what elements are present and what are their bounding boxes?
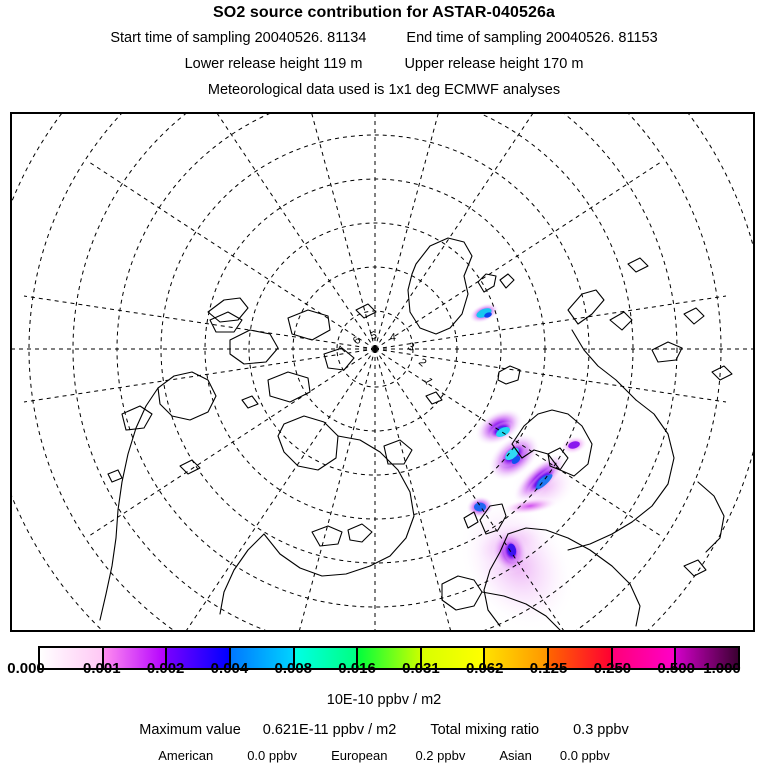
plume-blob-south xyxy=(491,530,529,574)
pole-label-4: 4 xyxy=(389,332,396,344)
colorbar-tick-6: 0.031 xyxy=(402,660,440,677)
pole-label-7: 7 xyxy=(336,344,349,355)
pole-label-6: 6 xyxy=(351,334,364,347)
colorbar-segment-0 xyxy=(40,648,102,668)
asian-value: 0.0 ppbv xyxy=(559,748,610,763)
maximum-value: 0.621E-11 ppbv / m2 xyxy=(262,722,397,738)
page-title: SO2 source contribution for ASTAR-040526… xyxy=(213,4,555,21)
colorbar-tick-2: 0.002 xyxy=(146,660,185,677)
american-label: American xyxy=(158,748,214,763)
sampling-time-row: Start time of sampling 20040526. 81134 En… xyxy=(0,30,768,46)
colorbar-segment-6 xyxy=(419,648,484,668)
graticule xyxy=(12,114,753,630)
release-height-row: Lower release height 119 m Upper release … xyxy=(0,56,768,72)
summary-row-primary: Maximum value 0.621E-11 ppbv / m2 Total … xyxy=(0,722,768,738)
colorbar-tick-4: 0.008 xyxy=(274,660,313,677)
plume-lobe-northwest xyxy=(474,408,524,446)
summary-row-regions: American 0.0 ppbv European 0.2 ppbv Asia… xyxy=(0,748,768,763)
colorbar xyxy=(38,646,740,670)
plume-tail-southeast xyxy=(513,453,567,503)
pole-label-3: 3 xyxy=(406,341,416,354)
start-time-label: Start time of sampling 20040526. 81134 xyxy=(110,30,367,46)
pole-label-1: 1 xyxy=(421,376,434,387)
colorbar-tick-3: 0.004 xyxy=(210,660,249,677)
european-value: 0.2 ppbv xyxy=(415,748,466,763)
colorbar-tick-11: 1.000 xyxy=(703,660,741,677)
colorbar-segment-1 xyxy=(101,648,166,668)
american-value: 0.0 ppbv xyxy=(247,748,298,763)
colorbar-segment-4 xyxy=(292,648,357,668)
colorbar-segment-9 xyxy=(610,648,675,668)
european-label: European xyxy=(331,748,388,763)
pole-meridian-labels: 7 6 5 4 3 2 1 xyxy=(336,329,435,386)
colorbar-tick-5: 0.016 xyxy=(338,660,376,677)
meteorological-data-label: Meteorological data used is 1x1 deg ECMW… xyxy=(207,82,561,98)
colorbar-segment-8 xyxy=(547,648,611,668)
pole-label-2: 2 xyxy=(416,356,429,369)
pole-label-5: 5 xyxy=(369,329,379,342)
colorbar-segment-10 xyxy=(674,648,739,668)
colorbar-tick-9: 0.250 xyxy=(593,660,632,677)
colorbar-tick-10: 0.500 xyxy=(657,660,695,677)
colorbar-tick-8: 0.125 xyxy=(529,660,568,677)
plume-streak-mid xyxy=(502,497,558,515)
plume-core-main xyxy=(487,432,541,482)
asian-label: Asian xyxy=(499,748,532,763)
colorbar-segment-5 xyxy=(356,648,420,668)
colorbar-tick-labels: 0.000 0.001 0.002 0.004 0.008 0.016 0.031 0.062… xyxy=(0,660,768,678)
plume-spot-east xyxy=(560,435,588,455)
colorbar-gradient-strip xyxy=(38,646,740,670)
plume-field xyxy=(458,302,588,630)
map-canvas: 7 6 5 4 3 2 1 xyxy=(12,114,753,630)
colorbar-tick-0: 0.000 xyxy=(7,660,45,677)
colorbar-units-label: 10E-10 ppbv / m2 xyxy=(326,692,442,708)
lower-release-height-label: Lower release height 119 m xyxy=(184,56,363,72)
map-panel: 7 6 5 4 3 2 1 xyxy=(10,112,755,632)
total-mixing-ratio-label: Total mixing ratio xyxy=(430,722,540,738)
plume-spot-north xyxy=(468,302,500,324)
colorbar-segment-3 xyxy=(228,648,293,668)
colorbar-segment-7 xyxy=(483,648,548,668)
upper-release-height-label: Upper release height 170 m xyxy=(404,56,584,72)
colorbar-tick-1: 0.001 xyxy=(83,660,121,677)
colorbar-tick-7: 0.062 xyxy=(465,660,504,677)
total-mixing-ratio-value: 0.3 ppbv xyxy=(573,722,629,738)
colorbar-segment-2 xyxy=(165,648,229,668)
end-time-label: End time of sampling 20040526. 81153 xyxy=(406,30,658,46)
coastlines xyxy=(99,237,733,630)
maximum-value-label: Maximum value xyxy=(139,722,241,738)
